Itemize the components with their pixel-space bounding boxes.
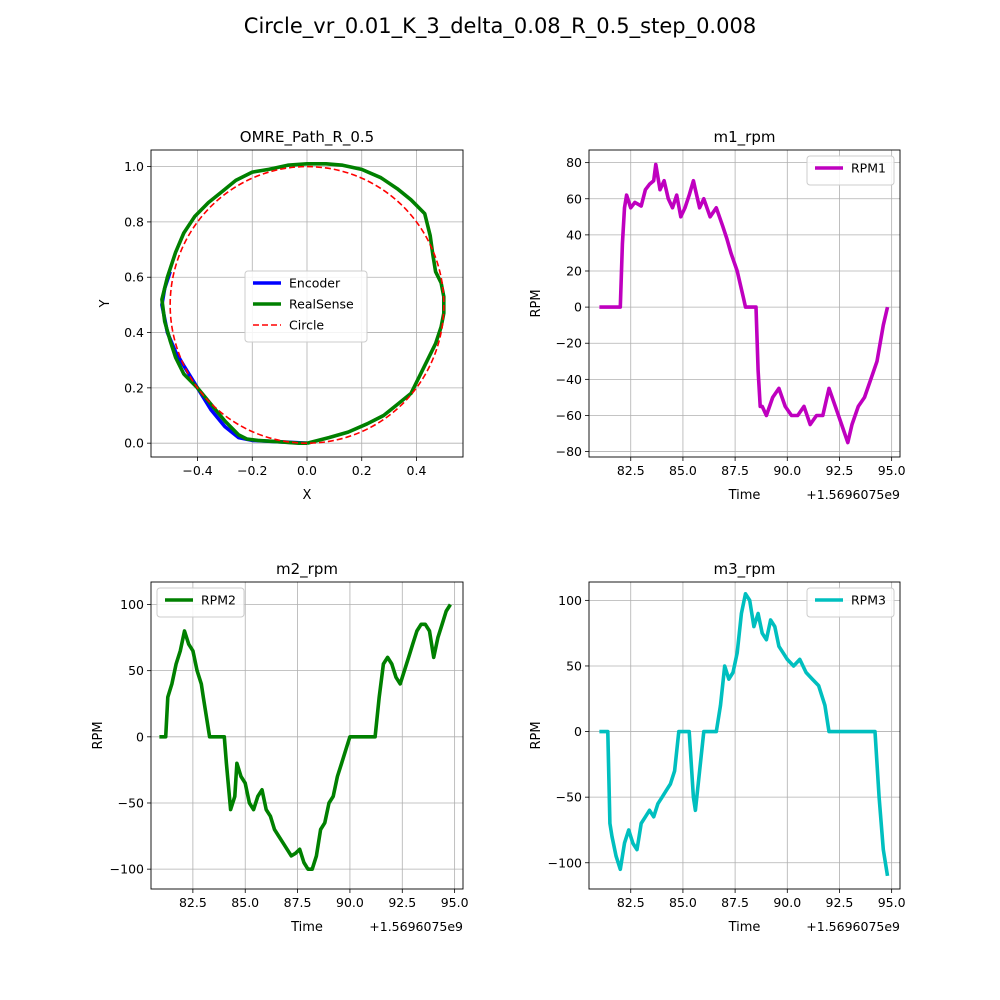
y-tick-label: 80 xyxy=(566,155,582,170)
legend-label: RPM3 xyxy=(851,593,886,608)
legend-box xyxy=(156,587,245,618)
x-tick-label: 82.5 xyxy=(617,895,645,910)
x-tick-label: 0.4 xyxy=(407,463,427,478)
y-tick-label: −50 xyxy=(118,795,144,810)
x-offset-text: +1.5696075e9 xyxy=(806,919,900,934)
subplot-title: m1_rpm xyxy=(714,128,776,147)
axes-frame xyxy=(588,149,901,458)
legend: Encoder RealSense Circle xyxy=(244,270,368,343)
subplot-m3: 82.5 85.0 87.5 90.0 92.5 95.0 −100 −50 0 50 100 m3_… xyxy=(529,560,906,935)
x-tick-label: 90.0 xyxy=(336,895,364,910)
x-offset-text: +1.5696075e9 xyxy=(369,919,463,934)
y-tick-label: 0 xyxy=(574,300,582,315)
y-tick-label: −60 xyxy=(556,408,582,423)
legend-label: RPM1 xyxy=(851,161,886,176)
y-tick-label: 50 xyxy=(128,663,144,678)
x-tick-label: 92.5 xyxy=(826,463,854,478)
plot-area xyxy=(599,162,890,445)
x-tick-label: 90.0 xyxy=(773,463,801,478)
x-tick-label: 87.5 xyxy=(721,895,749,910)
subplot-title: m3_rpm xyxy=(714,560,776,579)
legend-label: Circle xyxy=(289,318,324,333)
x-axis-label: Time xyxy=(290,920,323,935)
subplot-title: m2_rpm xyxy=(276,560,338,579)
y-tick-label: −50 xyxy=(556,790,582,805)
y-tick-label: 60 xyxy=(566,191,582,206)
x-tick-label: 90.0 xyxy=(773,895,801,910)
legend-box xyxy=(806,587,895,618)
x-tick-label: 92.5 xyxy=(826,895,854,910)
x-tick-label: 95.0 xyxy=(441,895,469,910)
x-offset-text: +1.5696075e9 xyxy=(806,487,900,502)
x-tick-label: 0.0 xyxy=(297,463,317,478)
y-tick-label: 0.2 xyxy=(124,380,144,395)
y-tick-label: 100 xyxy=(120,597,144,612)
subplot-m1: 82.5 85.0 87.5 90.0 92.5 95.0 −80 −60 −40 −20 0 20 4… xyxy=(529,128,906,503)
legend-label: RealSense xyxy=(289,297,354,312)
subplot-m2: 82.5 85.0 87.5 90.0 92.5 95.0 −100 −50 0 50 100 m2_… xyxy=(91,560,469,935)
y-tick-label: 0.8 xyxy=(124,214,144,229)
plot-area xyxy=(159,603,452,871)
y-axis-label: RPM xyxy=(91,721,106,749)
y-axis-label: RPM xyxy=(529,721,544,749)
legend-box xyxy=(806,155,895,186)
series-rpm3-line xyxy=(599,592,890,877)
y-tick-label: 0.0 xyxy=(124,436,144,451)
y-tick-label: −20 xyxy=(556,336,582,351)
x-tick-label: 85.0 xyxy=(669,895,697,910)
figure-title: Circle_vr_0.01_K_3_delta_0.08_R_0.5_step… xyxy=(243,14,757,38)
axes-frame xyxy=(588,581,901,890)
y-axis-label: Y xyxy=(98,299,113,308)
x-tick-label: 85.0 xyxy=(669,463,697,478)
legend: RPM2 xyxy=(156,587,245,618)
axes-frame xyxy=(150,581,464,890)
legend: RPM1 xyxy=(806,155,895,186)
x-tick-label: 0.2 xyxy=(352,463,372,478)
y-tick-label: 100 xyxy=(558,593,582,608)
y-tick-label: 1.0 xyxy=(124,159,144,174)
y-tick-label: −100 xyxy=(110,862,144,877)
y-axis-label: RPM xyxy=(529,289,544,317)
y-tick-label: −80 xyxy=(556,444,582,459)
x-tick-label: 82.5 xyxy=(617,463,645,478)
legend-label: RPM2 xyxy=(201,593,236,608)
x-tick-label: −0.2 xyxy=(237,463,267,478)
legend-label: Encoder xyxy=(289,276,341,291)
x-tick-label: 87.5 xyxy=(721,463,749,478)
y-tick-label: 0.4 xyxy=(124,325,144,340)
x-axis-label: X xyxy=(303,488,312,503)
y-tick-label: 0 xyxy=(574,724,582,739)
y-tick-label: 0.6 xyxy=(124,270,144,285)
subplot-title: OMRE_Path_R_0.5 xyxy=(240,128,374,147)
plot-area xyxy=(599,592,890,877)
legend: RPM3 xyxy=(806,587,895,618)
y-tick-label: 40 xyxy=(566,227,582,242)
plot-area xyxy=(160,162,446,445)
series-circle-line xyxy=(169,165,445,444)
x-tick-label: 87.5 xyxy=(284,895,312,910)
y-tick-label: 0 xyxy=(136,729,144,744)
x-axis-label: Time xyxy=(728,488,761,503)
x-tick-label: 82.5 xyxy=(179,895,207,910)
x-tick-label: 92.5 xyxy=(388,895,416,910)
x-tick-label: 95.0 xyxy=(878,463,906,478)
y-tick-label: 50 xyxy=(566,658,582,673)
x-tick-label: 85.0 xyxy=(231,895,259,910)
y-tick-label: −40 xyxy=(556,372,582,387)
subplot-path: −0.4 −0.2 0.0 0.2 0.4 0.0 0.2 0.4 0.6 0.8 1.0 OMRE_… xyxy=(98,128,464,503)
x-tick-label: 95.0 xyxy=(878,895,906,910)
y-tick-label: 20 xyxy=(566,263,582,278)
x-tick-label: −0.4 xyxy=(182,463,212,478)
series-rpm1-line xyxy=(599,162,890,445)
x-axis-label: Time xyxy=(728,920,761,935)
series-rpm2-line xyxy=(159,603,452,871)
y-tick-label: −100 xyxy=(548,855,582,870)
